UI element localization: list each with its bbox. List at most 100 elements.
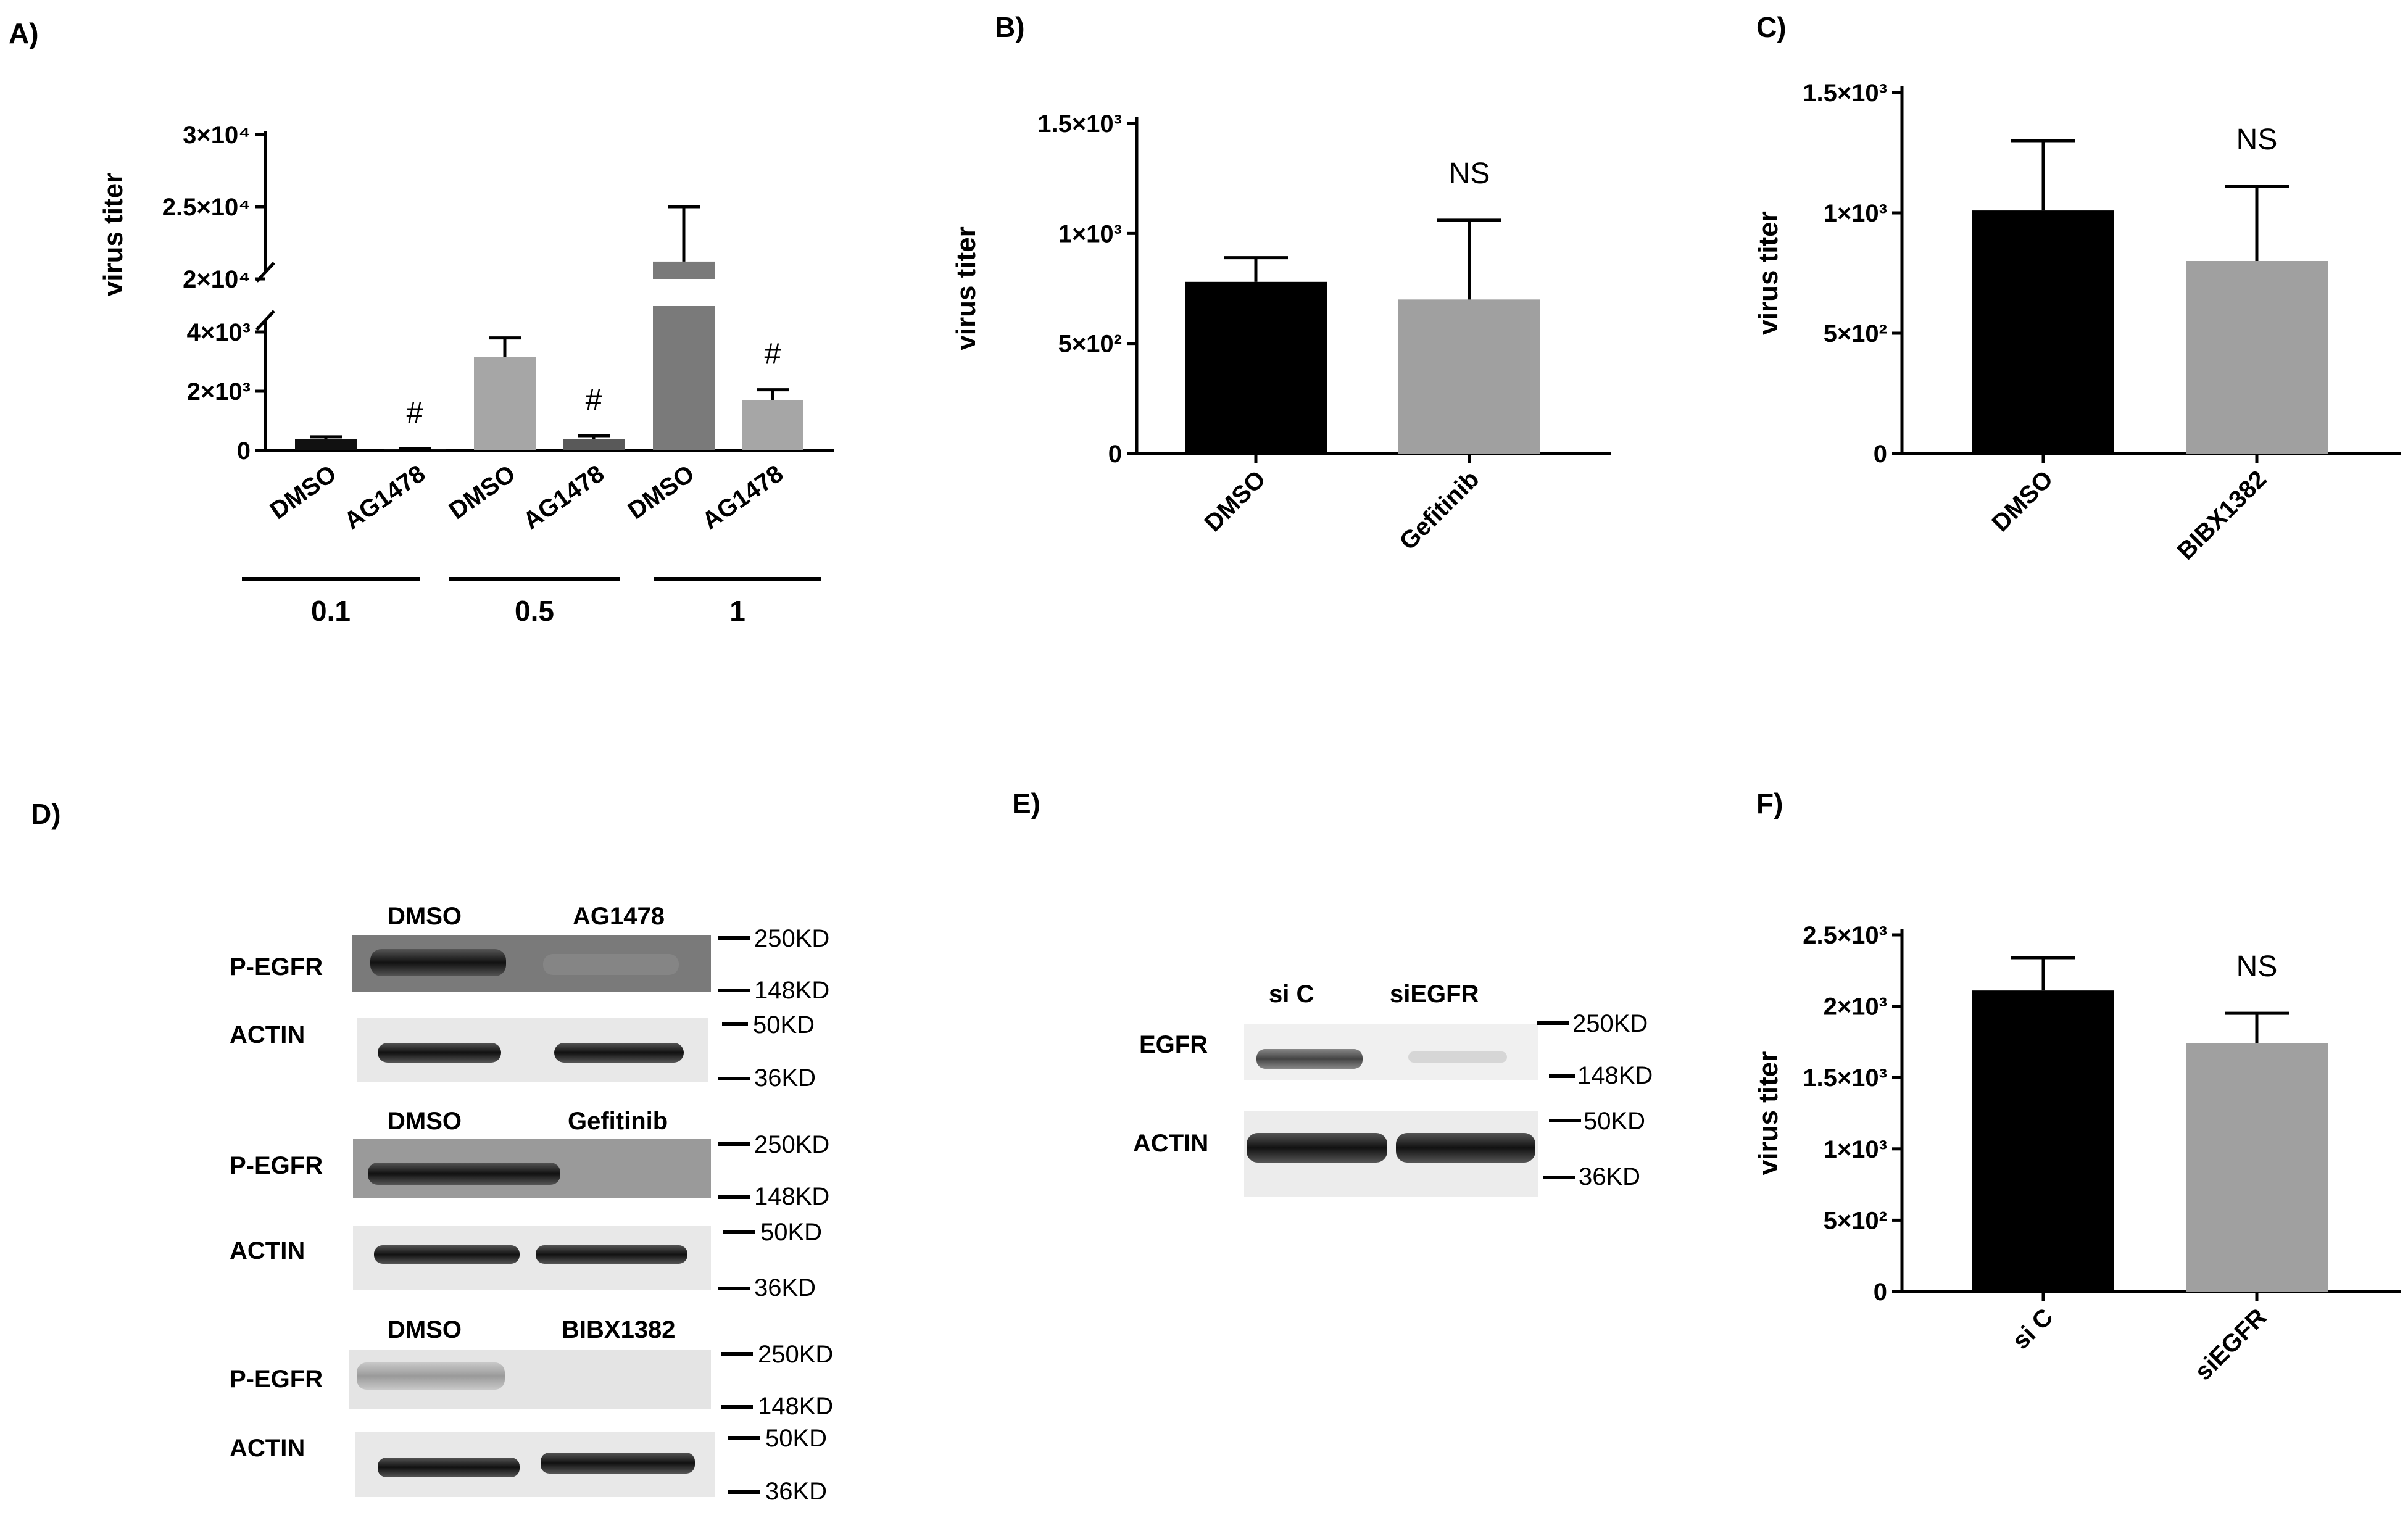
- panel-label-a: A): [9, 17, 39, 49]
- y-tick-label: 2×10³: [187, 378, 251, 405]
- marker-label: 50KD: [765, 1425, 827, 1452]
- marker-label: 250KD: [758, 1341, 833, 1368]
- y-axis-title: virus titer: [1753, 1051, 1783, 1176]
- y-tick-label: 1×10³: [1824, 1136, 1887, 1163]
- blot-band: [1396, 1133, 1535, 1163]
- blot-band: [554, 1043, 684, 1063]
- panel-label-c: C): [1756, 11, 1787, 43]
- x-tick-label: Gefitinib: [1395, 465, 1485, 555]
- blot-band: [368, 1163, 560, 1185]
- bar: [2186, 1043, 2328, 1292]
- significance-label: NS: [2236, 123, 2278, 156]
- bar: [1398, 299, 1540, 454]
- marker-label: 148KD: [754, 1183, 829, 1210]
- blot-band: [541, 1453, 695, 1474]
- western-blot-e: si C siEGFR EGFR ACTIN 250KD 148KD 50KD …: [1133, 981, 1653, 1197]
- marker-label: 50KD: [753, 1011, 815, 1039]
- y-tick-label: 1.5×10³: [1803, 80, 1887, 107]
- x-tick-label: AG1478: [339, 460, 430, 534]
- significance-mark: #: [586, 384, 602, 417]
- y-tick-label: 4×10³: [187, 319, 251, 346]
- marker-label: 148KD: [758, 1393, 833, 1420]
- bar: [1185, 281, 1327, 454]
- marker-label: 148KD: [754, 977, 829, 1004]
- blot-band: [378, 1458, 520, 1477]
- significance-label: NS: [1449, 157, 1490, 190]
- row-label: P-EGFR: [230, 1152, 323, 1179]
- significance-mark: #: [407, 397, 423, 429]
- marker-label: 36KD: [754, 1274, 816, 1301]
- marker-label: 36KD: [765, 1478, 827, 1505]
- western-blot-d: DMSO AG1478 P-EGFR ACTIN 250KD 148KD 50K…: [230, 903, 833, 1505]
- significance-mark: #: [765, 338, 781, 371]
- bar: [742, 400, 803, 450]
- lane-label: Gefitinib: [568, 1108, 668, 1135]
- blot-band: [536, 1245, 687, 1264]
- row-label: ACTIN: [230, 1435, 305, 1462]
- lane-label: DMSO: [388, 1108, 462, 1135]
- group-label: 0.1: [311, 595, 351, 627]
- y-tick-label: 2×10³: [1824, 993, 1887, 1021]
- x-tick-label: AG1478: [697, 460, 788, 534]
- axis-break-mark: [255, 310, 275, 331]
- lane-label: DMSO: [388, 1316, 462, 1343]
- blot-band: [1247, 1133, 1387, 1163]
- bar: [1972, 990, 2114, 1292]
- y-tick-label: 2×10⁴: [183, 266, 251, 293]
- blot-band: [374, 1245, 520, 1264]
- x-tick-label: si C: [2007, 1303, 2058, 1354]
- marker-label: 250KD: [754, 1131, 829, 1158]
- y-tick-label: 2.5×10³: [1803, 922, 1887, 949]
- row-label: P-EGFR: [230, 1366, 323, 1393]
- marker-label: 250KD: [1572, 1010, 1648, 1037]
- x-tick-label: DMSO: [1987, 465, 2058, 537]
- bar: [474, 357, 536, 450]
- lane-label: siEGFR: [1390, 981, 1479, 1008]
- row-label: ACTIN: [1133, 1130, 1208, 1157]
- y-tick-label: 2.5×10⁴: [162, 194, 251, 221]
- significance-label: NS: [2236, 950, 2278, 983]
- blot-band: [370, 949, 506, 976]
- blot-band: [357, 1362, 505, 1390]
- panel-label-e: E): [1012, 787, 1040, 819]
- y-axis-title: virus titer: [1753, 211, 1783, 335]
- marker-label: 250KD: [754, 925, 829, 952]
- y-tick-label: 1.5×10³: [1803, 1064, 1887, 1092]
- marker-label: 50KD: [760, 1219, 822, 1246]
- row-label: ACTIN: [230, 1237, 305, 1264]
- x-tick-label: DMSO: [265, 460, 342, 525]
- panel-label-b: B): [995, 11, 1025, 43]
- x-tick-label: DMSO: [444, 460, 521, 525]
- panel-label-f: F): [1756, 787, 1783, 819]
- bar-upper: [653, 261, 715, 279]
- x-tick-label: BIBX1382: [2172, 465, 2272, 565]
- lane-label: AG1478: [573, 903, 665, 930]
- row-label: P-EGFR: [230, 953, 323, 981]
- y-tick-label: 3×10⁴: [183, 122, 251, 149]
- y-tick-label: 0: [1108, 441, 1122, 468]
- bar: [295, 439, 357, 450]
- x-tick-label: siEGFR: [2190, 1303, 2272, 1385]
- bar: [563, 439, 625, 450]
- blot-band: [378, 1043, 501, 1063]
- blot-band: [1256, 1049, 1363, 1069]
- chart-a: 0 2×10³ 4×10³ 2×10⁴ 2.5×10⁴ 3×10⁴ virus titer D…: [98, 122, 834, 627]
- x-tick-label: DMSO: [1199, 465, 1271, 537]
- y-axis-title: virus titer: [951, 226, 981, 350]
- y-tick-label: 1.5×10³: [1037, 110, 1122, 138]
- y-tick-label: 0: [237, 438, 251, 465]
- y-tick-label: 5×10²: [1824, 320, 1887, 347]
- y-tick-label: 0: [1874, 441, 1887, 468]
- bar: [1972, 210, 2114, 454]
- bar: [653, 306, 715, 450]
- chart-b: 0 5×10² 1×10³ 1.5×10³ virus titer DMSO Gefitin…: [951, 110, 1611, 555]
- group-label: 0.5: [515, 595, 554, 627]
- lane-label: si C: [1269, 981, 1314, 1008]
- bar: [2186, 261, 2328, 454]
- panel-label-d: D): [31, 798, 61, 830]
- y-tick-label: 0: [1874, 1279, 1887, 1306]
- marker-label: 50KD: [1584, 1108, 1645, 1135]
- blot-band: [543, 954, 679, 975]
- chart-f: 0 5×10² 1×10³ 1.5×10³ 2×10³ 2.5×10³ virus tite…: [1753, 922, 2401, 1386]
